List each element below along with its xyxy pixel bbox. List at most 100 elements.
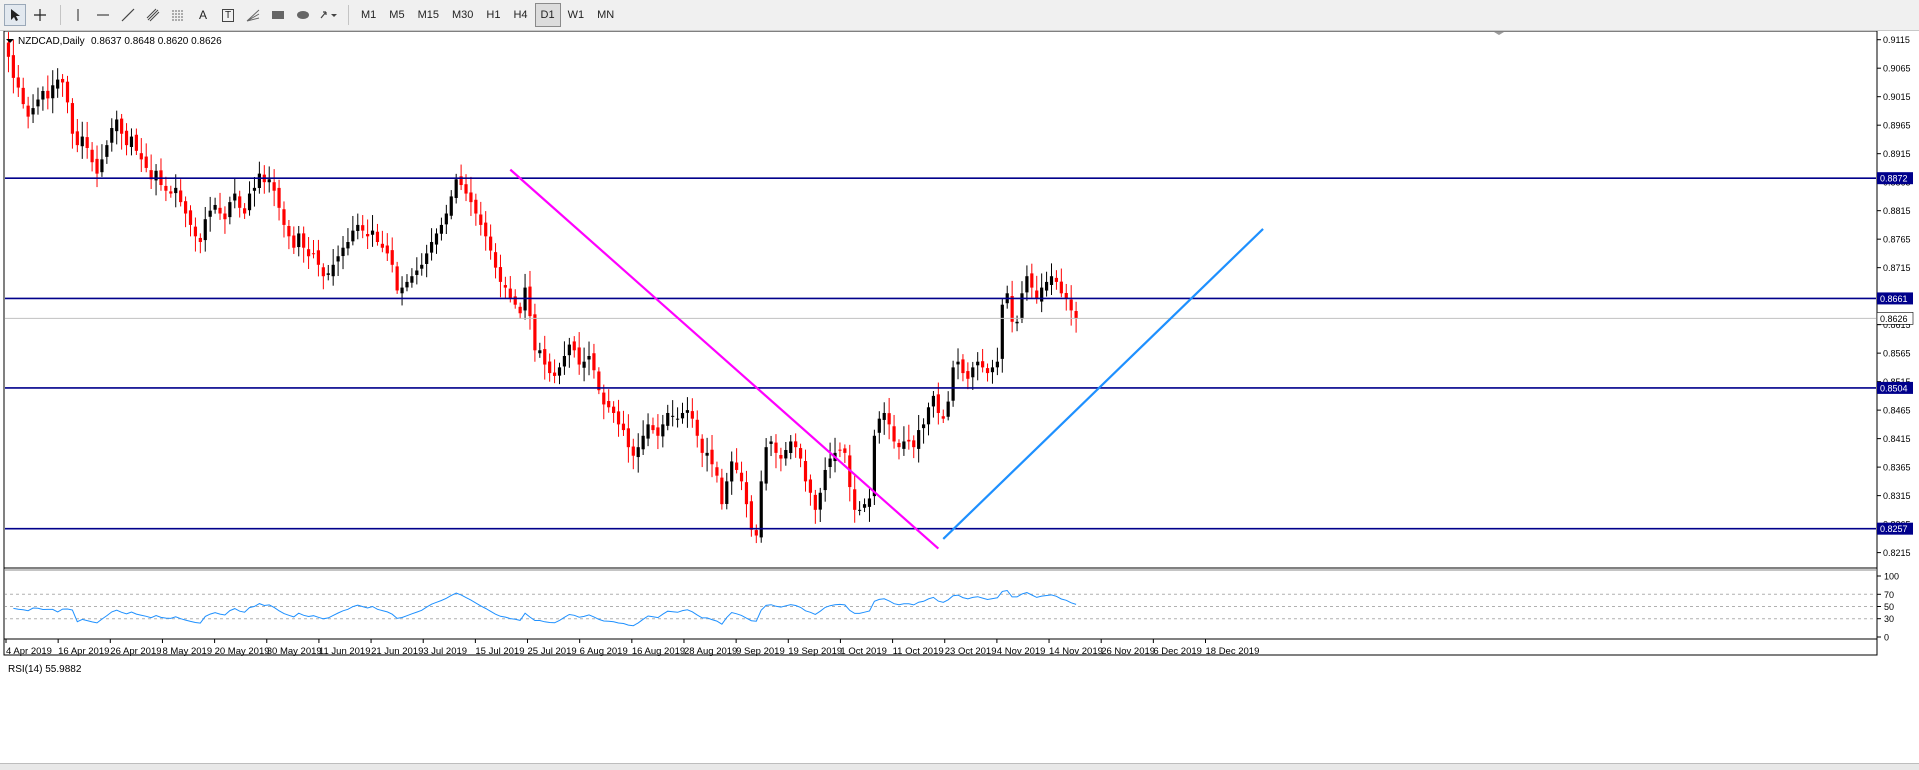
candle-body — [60, 78, 65, 83]
candle-body — [1044, 281, 1049, 291]
trendline-tool-button[interactable] — [117, 4, 139, 26]
candle-body — [95, 158, 99, 174]
candle-body — [439, 224, 444, 234]
candle-body — [961, 359, 965, 374]
timeframe-m5-button[interactable]: M5 — [389, 9, 405, 21]
time-tick-label: 9 Sep 2019 — [736, 646, 785, 657]
price-badge — [1877, 381, 1913, 394]
candle-body — [134, 134, 138, 151]
timeframe-m30-button[interactable]: M30 — [451, 9, 474, 21]
candle-body — [754, 530, 758, 536]
candle-body — [198, 237, 202, 243]
candle-body — [464, 184, 468, 194]
candle-body — [1030, 273, 1034, 288]
uptrend-trendline[interactable] — [942, 228, 1264, 540]
timeframe-h4-button[interactable]: H4 — [513, 9, 528, 21]
bottom-scroll-strip[interactable] — [0, 763, 1919, 770]
candle-body — [306, 249, 311, 257]
candle-body — [735, 462, 739, 470]
toolbar-separator — [348, 5, 349, 25]
candle-body — [1020, 293, 1024, 320]
candle-body — [1054, 277, 1059, 282]
timeframe-mn-button[interactable]: MN — [597, 9, 615, 21]
candle-body — [120, 118, 124, 134]
candle-body — [567, 344, 571, 356]
candle-body — [395, 266, 399, 291]
rectangle-tool-button[interactable] — [267, 4, 289, 26]
toolbar-separator — [60, 5, 61, 25]
crosshair-tool-button[interactable] — [29, 4, 51, 26]
ellipse-tool-button[interactable] — [292, 4, 314, 26]
candle-body — [867, 498, 872, 507]
timeframe-d1-button[interactable]: D1 — [534, 3, 561, 27]
candle-body — [203, 219, 207, 241]
channel-tool-button[interactable] — [142, 4, 164, 26]
candle-body — [1025, 276, 1029, 293]
price-chart[interactable]: 0.91150.90650.90150.89650.89150.88650.88… — [0, 31, 1919, 763]
candle-body — [366, 233, 370, 237]
candle-body — [739, 472, 744, 482]
candle-body — [966, 371, 970, 379]
candle-body — [361, 225, 365, 231]
time-tick-label: 6 Aug 2019 — [580, 646, 628, 657]
candle-body — [784, 450, 788, 459]
candle-body — [188, 210, 193, 225]
candle-body — [429, 242, 434, 253]
candle-body — [562, 355, 567, 367]
price-tick-label: 0.9065 — [1883, 64, 1911, 74]
candle-body — [789, 441, 793, 453]
candle-body — [233, 193, 237, 201]
downtrend-trendline[interactable] — [509, 168, 940, 550]
candle-body — [179, 190, 183, 203]
horizontal-line-tool-button[interactable] — [92, 4, 114, 26]
candle-body — [208, 210, 212, 217]
price-tick-label: 0.8815 — [1883, 206, 1911, 216]
timeframe-h1-button[interactable]: H1 — [486, 9, 501, 21]
price-tick-label: 0.8565 — [1883, 349, 1911, 359]
candle-body — [990, 367, 995, 373]
fibo-fan-tool-button[interactable] — [242, 4, 264, 26]
candle-body — [183, 201, 188, 214]
candle-body — [46, 90, 50, 99]
channel-icon — [146, 8, 160, 22]
ellipse-icon — [297, 11, 309, 19]
candle-body — [976, 361, 980, 366]
text-tool-button[interactable]: A — [192, 4, 214, 26]
arrows-icon — [320, 11, 337, 19]
candle-body — [621, 423, 626, 431]
price-tick-label: 0.8765 — [1883, 235, 1911, 245]
timeframe-m1-button[interactable]: M1 — [361, 9, 377, 21]
candle-body — [16, 77, 20, 88]
candle-body — [902, 441, 906, 449]
ohlc-readout: 0.8637 0.8648 0.8620 0.8626 — [91, 36, 222, 47]
candle-body — [405, 281, 409, 288]
timeframe-m15-button[interactable]: M15 — [417, 9, 439, 21]
price-tick-label: 0.8315 — [1883, 491, 1911, 501]
cursor-tool-button[interactable] — [4, 4, 26, 26]
candle-body — [316, 250, 321, 265]
price-tick-label: 0.9015 — [1883, 92, 1911, 102]
candle-body — [1015, 321, 1019, 324]
candle-body — [818, 492, 822, 510]
candle-body — [656, 427, 660, 436]
candle-body — [725, 481, 729, 504]
candle-body — [257, 173, 261, 188]
candle-body — [508, 288, 512, 299]
vertical-line-tool-button[interactable] — [67, 4, 89, 26]
candle-body — [956, 361, 960, 365]
arrows-tool-button[interactable] — [317, 4, 339, 26]
time-tick-label: 16 Aug 2019 — [632, 646, 685, 657]
time-tick-label: 11 Oct 2019 — [893, 646, 944, 657]
candle-body — [548, 361, 552, 374]
candle-body — [651, 425, 655, 431]
time-tick-label: 30 May 2019 — [267, 646, 322, 657]
candle-body — [720, 477, 724, 505]
candle-body — [675, 418, 680, 420]
fibonacci-tool-button[interactable] — [167, 4, 189, 26]
candle-body — [90, 149, 94, 163]
timeframe-w1-button[interactable]: W1 — [567, 9, 585, 21]
candle-body — [326, 273, 330, 275]
candle-body — [572, 341, 576, 351]
text-label-tool-button[interactable]: T — [217, 4, 239, 26]
symbol-dropdown-icon[interactable] — [6, 39, 14, 43]
